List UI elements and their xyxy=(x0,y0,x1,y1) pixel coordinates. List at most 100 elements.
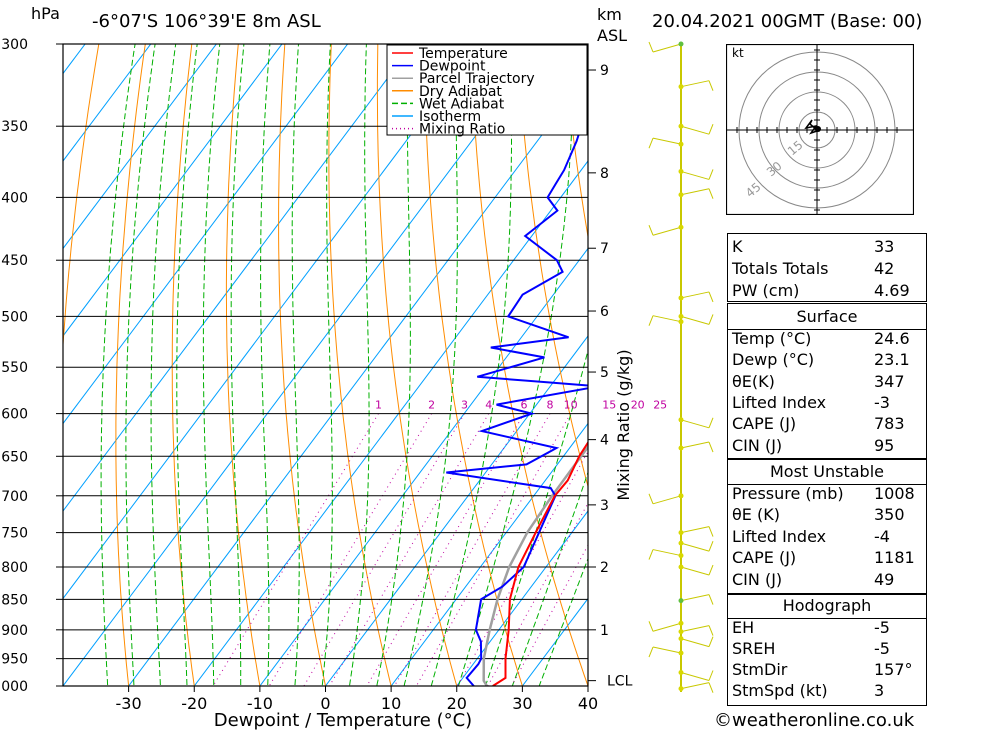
temperature-tick-label: 30 xyxy=(512,694,532,713)
pressure-tick-label: 550 xyxy=(1,360,28,376)
wind-level-marker xyxy=(678,313,684,319)
plot-frame xyxy=(62,43,589,687)
isotherm-line xyxy=(63,44,152,162)
wind-level-marker xyxy=(678,669,684,675)
datetime-title: 20.04.2021 00GMT (Base: 00) xyxy=(652,11,923,32)
pressure-tick-label: 800 xyxy=(1,560,28,576)
dry-adiabat-line xyxy=(278,44,327,686)
mixing-ratio-line xyxy=(303,413,465,686)
mixing-ratio-label: 8 xyxy=(547,399,554,412)
pressure-tick-label: 300 xyxy=(1,37,28,53)
pressure-tick-label: 600 xyxy=(1,407,28,423)
height-unit-label: km xyxy=(597,5,622,24)
mixing-ratio-label: 15 xyxy=(602,399,616,412)
pressure-tick-label: 350 xyxy=(1,119,28,135)
wind-barb xyxy=(652,137,682,145)
wind-barb-flag xyxy=(648,225,654,236)
temperature-profile-line xyxy=(492,440,588,686)
mu-row: CAPE (J) 1181 xyxy=(732,548,915,567)
wind-level-marker xyxy=(678,553,684,559)
wind-barb-flag xyxy=(708,682,714,693)
pressure-tick-label: 850 xyxy=(1,592,28,608)
wind-level-marker xyxy=(678,168,684,174)
legend-entry: Isotherm xyxy=(419,109,481,125)
wind-level-marker xyxy=(678,530,684,536)
isotherm-line xyxy=(456,510,588,686)
dry-adiabat-line xyxy=(115,44,146,686)
wet-adiabat-line xyxy=(403,44,458,686)
wet-adiabat-line xyxy=(100,44,136,686)
surface-row: Dewp (°C) 23.1 xyxy=(732,350,910,369)
wind-level-marker xyxy=(678,192,684,198)
wind-barb xyxy=(652,226,682,236)
mixing-ratio-label: 10 xyxy=(564,399,578,412)
hodograph-indices-box: Hodograph EH -5 SREH -5 StmDir 157° StmSpd … xyxy=(727,594,927,706)
mixing-ratio-label: 3 xyxy=(461,399,468,412)
mixing-ratio-label: 2 xyxy=(428,399,435,412)
pressure-tick-label: 700 xyxy=(1,489,28,505)
hodograph-trace xyxy=(804,119,821,135)
wind-level-marker xyxy=(678,141,684,147)
wind-level-marker xyxy=(678,295,684,301)
legend-entry: Temperature xyxy=(418,46,508,62)
hodo-row: SREH -5 xyxy=(732,639,890,658)
wind-level-marker xyxy=(678,629,684,635)
surface-row: CAPE (J) 783 xyxy=(732,414,905,433)
height-tick-label: 7 xyxy=(600,241,609,257)
hodo-row: EH -5 xyxy=(732,618,890,637)
wind-barb-flag xyxy=(708,124,714,135)
wind-barb xyxy=(680,315,710,325)
wind-barb xyxy=(680,291,710,299)
wind-barb xyxy=(680,441,710,449)
pressure-tick-label: 400 xyxy=(1,190,28,206)
wet-adiabat-line xyxy=(484,348,588,686)
wind-level-marker xyxy=(678,84,684,90)
isotherm-line xyxy=(521,597,588,686)
pressure-tick-label: 1000 xyxy=(0,679,28,695)
legend-entry: Mixing Ratio xyxy=(419,122,505,138)
wind-barb xyxy=(680,419,710,429)
hodograph-unit-label: kt xyxy=(732,46,744,60)
wind-barb-flag xyxy=(648,137,654,149)
index-row-k: K 33 xyxy=(732,237,895,256)
height-tick-label: 5 xyxy=(600,365,609,381)
wind-barb xyxy=(652,622,682,632)
wind-level-marker xyxy=(678,319,684,325)
wind-barb xyxy=(652,495,682,505)
wind-barb-flag xyxy=(708,564,714,576)
wet-adiabat-line xyxy=(538,557,588,686)
wind-level-marker xyxy=(678,650,684,656)
pressure-tick-label: 650 xyxy=(1,449,28,465)
legend-entry: Dry Adiabat xyxy=(419,84,502,100)
mixing-ratio-label: 25 xyxy=(653,399,667,412)
hodograph-storm-marker xyxy=(815,126,821,132)
height-tick-label: 4 xyxy=(600,433,609,449)
pressure-tick-label: 900 xyxy=(1,623,28,639)
isotherm-line xyxy=(193,160,588,686)
isotherm-line xyxy=(259,247,588,686)
parcel-trajectory-line xyxy=(482,445,588,686)
height-tick-label: 3 xyxy=(600,498,609,514)
wind-barb xyxy=(680,526,710,534)
surface-box: Surface Temp (°C) 24.6 Dewp (°C) 23.1 θE(K… xyxy=(727,303,927,459)
wind-barb-flag xyxy=(708,625,714,636)
pressure-tick-label: 450 xyxy=(1,253,28,269)
wind-barb xyxy=(680,125,710,135)
wind-barb xyxy=(680,566,710,576)
temperature-tick-label: 40 xyxy=(578,694,598,713)
wind-barb xyxy=(680,80,710,88)
temperature-tick-label: -30 xyxy=(116,694,142,713)
dry-adiabat-line xyxy=(63,44,100,686)
mixing-ratio-line xyxy=(415,413,572,686)
wet-adiabat-line xyxy=(511,470,588,686)
wind-barb xyxy=(680,625,710,633)
wet-adiabat-line xyxy=(176,44,198,686)
wind-barb-flag xyxy=(708,594,714,605)
wind-barb xyxy=(652,549,682,557)
surface-row: CIN (J) 95 xyxy=(732,436,895,455)
legend-entry: Parcel Trajectory xyxy=(419,71,535,87)
wet-adiabat-line xyxy=(291,44,300,686)
indices-box: K 33 Totals Totals 42 PW (cm) 4.69 xyxy=(727,233,927,302)
wind-barb-flag xyxy=(708,169,714,180)
